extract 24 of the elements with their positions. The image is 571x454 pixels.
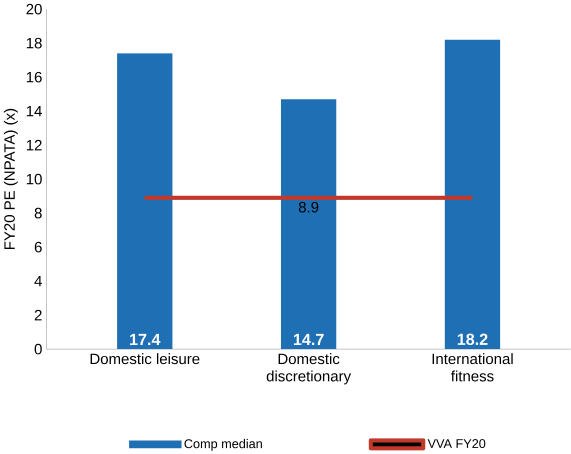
legend-label: Comp median: [184, 438, 262, 451]
x-tick-label: Domestic leisure: [90, 352, 200, 364]
data-label: 8.9: [298, 202, 318, 212]
legend-label: VVA FY20: [428, 438, 486, 448]
y-tick-label: 20: [26, 4, 42, 14]
y-tick-label: 18: [26, 38, 42, 48]
x-tick-label: Domestic discretionary: [266, 352, 352, 384]
y-tick-label: 12: [26, 140, 42, 150]
y-tick-label: 2: [34, 310, 42, 320]
bar: [444, 40, 500, 349]
x-tick-label: International fitness: [432, 352, 513, 382]
data-label: 14.7: [294, 334, 324, 345]
y-axis-title: FY20 PE (NPATA) (x): [4, 108, 18, 249]
y-tick-label: 0: [34, 344, 42, 354]
y-tick-label: 8: [34, 208, 42, 218]
bar: [280, 99, 336, 349]
data-label: 18.2: [458, 333, 488, 345]
bar: [117, 53, 172, 349]
y-tick-label: 14: [26, 106, 42, 116]
y-tick-label: 16: [26, 72, 42, 82]
y-tick-label: 10: [26, 174, 42, 184]
data-label: 17.4: [130, 334, 160, 345]
y-tick-label: 4: [34, 276, 42, 286]
y-tick-label: 6: [34, 242, 42, 252]
